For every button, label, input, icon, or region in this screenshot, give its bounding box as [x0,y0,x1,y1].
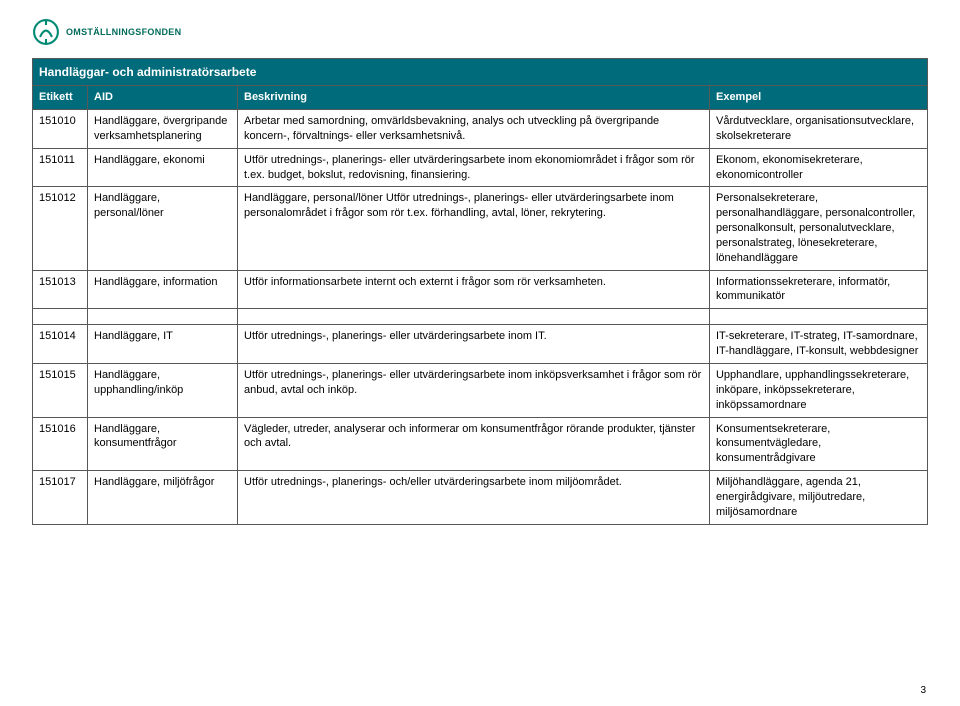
classification-table: Handläggar- och administratörsarbete Eti… [32,58,928,525]
cell-aid: Handläggare, miljöfrågor [88,471,238,525]
cell-etikett: 151015 [33,364,88,418]
logo-text: OMSTÄLLNINGSFONDEN [66,27,181,37]
col-beskrivning: Beskrivning [238,86,710,110]
cell-exempel: Konsumentsekreterare, konsumentvägledare… [709,417,927,471]
cell-aid: Handläggare, konsumentfrågor [88,417,238,471]
cell-beskrivning: Utför utrednings-, planerings- eller utv… [238,364,710,418]
table-title: Handläggar- och administratörsarbete [33,59,928,86]
cell-aid: Handläggare, övergripande verksamhetspla… [88,110,238,149]
page-number: 3 [920,685,926,696]
table-header-row: Etikett AID Beskrivning Exempel [33,86,928,110]
cell-etikett: 151010 [33,110,88,149]
cell-aid: Handläggare, IT [88,325,238,364]
cell-beskrivning: Utför utrednings-, planerings- eller utv… [238,325,710,364]
table-spacer [33,309,928,325]
table-row: 151013 Handläggare, information Utför in… [33,270,928,309]
col-aid: AID [88,86,238,110]
table-row: 151014 Handläggare, IT Utför utrednings-… [33,325,928,364]
cell-etikett: 151016 [33,417,88,471]
cell-etikett: 151011 [33,148,88,187]
cell-beskrivning: Vägleder, utreder, analyserar och inform… [238,417,710,471]
cell-aid: Handläggare, information [88,270,238,309]
table-row: 151011 Handläggare, ekonomi Utför utredn… [33,148,928,187]
cell-exempel: Personalsekreterare, personalhandläggare… [709,187,927,270]
cell-beskrivning: Arbetar med samordning, omvärldsbevaknin… [238,110,710,149]
cell-etikett: 151014 [33,325,88,364]
cell-beskrivning: Handläggare, personal/löner Utför utredn… [238,187,710,270]
cell-beskrivning: Utför informationsarbete internt och ext… [238,270,710,309]
cell-exempel: Vårdutvecklare, organisationsutvecklare,… [709,110,927,149]
cell-etikett: 151013 [33,270,88,309]
logo-icon [32,18,60,46]
cell-beskrivning: Utför utrednings-, planerings- eller utv… [238,148,710,187]
col-etikett: Etikett [33,86,88,110]
cell-etikett: 151017 [33,471,88,525]
cell-etikett: 151012 [33,187,88,270]
cell-exempel: Ekonom, ekonomisekreterare, ekonomicontr… [709,148,927,187]
col-exempel: Exempel [709,86,927,110]
cell-beskrivning: Utför utrednings-, planerings- och/eller… [238,471,710,525]
table-row: 151016 Handläggare, konsumentfrågor Vägl… [33,417,928,471]
table-row: 151012 Handläggare, personal/löner Handl… [33,187,928,270]
cell-exempel: Informationssekreterare, informatör, kom… [709,270,927,309]
cell-exempel: IT-sekreterare, IT-strateg, IT-samordnar… [709,325,927,364]
cell-exempel: Upphandlare, upphandlingssekreterare, in… [709,364,927,418]
logo: OMSTÄLLNINGSFONDEN [32,18,928,46]
cell-exempel: Miljöhandläggare, agenda 21, energirådgi… [709,471,927,525]
table-row: 151010 Handläggare, övergripande verksam… [33,110,928,149]
table-row: 151017 Handläggare, miljöfrågor Utför ut… [33,471,928,525]
cell-aid: Handläggare, ekonomi [88,148,238,187]
cell-aid: Handläggare, upphandling/inköp [88,364,238,418]
cell-aid: Handläggare, personal/löner [88,187,238,270]
table-title-row: Handläggar- och administratörsarbete [33,59,928,86]
table-row: 151015 Handläggare, upphandling/inköp Ut… [33,364,928,418]
